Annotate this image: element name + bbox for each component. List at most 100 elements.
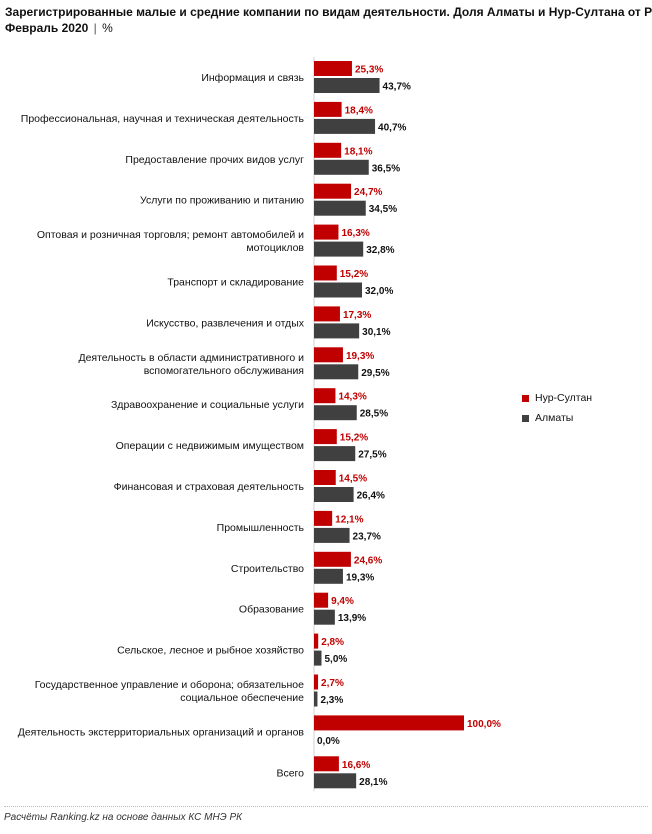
category-label: Здравоохранение и социальные услуги bbox=[111, 399, 304, 411]
data-label-almaty: 28,5% bbox=[360, 409, 388, 420]
bar-nur-sultan bbox=[314, 265, 337, 281]
bar-almaty bbox=[314, 159, 369, 175]
bar-almaty bbox=[314, 527, 350, 543]
data-label-almaty: 0,0% bbox=[317, 736, 340, 747]
bar-almaty bbox=[314, 282, 362, 298]
data-label-nur-sultan: 17,3% bbox=[343, 310, 371, 321]
category-label: Государственное управление и оборона; об… bbox=[35, 679, 304, 691]
bar-almaty bbox=[314, 609, 335, 625]
category-label: Искусство, развлечения и отдых bbox=[146, 317, 305, 329]
data-label-almaty: 19,3% bbox=[346, 572, 374, 583]
data-label-nur-sultan: 2,8% bbox=[321, 637, 344, 648]
data-label-nur-sultan: 16,3% bbox=[341, 228, 369, 239]
category-label: мотоциклов bbox=[246, 242, 304, 254]
category-label: Строительство bbox=[231, 563, 304, 575]
bar-almaty bbox=[314, 691, 318, 707]
bar-almaty bbox=[314, 487, 354, 502]
data-label-nur-sultan: 18,4% bbox=[345, 105, 373, 116]
data-label-almaty: 29,5% bbox=[361, 368, 389, 379]
category-label: Образование bbox=[239, 604, 304, 616]
chart-title-unit: % bbox=[102, 21, 113, 35]
bar-almaty bbox=[314, 78, 380, 93]
category-label: Профессиональная, научная и техническая … bbox=[21, 113, 305, 125]
legend-label-nur-sultan: Нур-Султан bbox=[535, 392, 593, 404]
bar-nur-sultan bbox=[314, 142, 342, 158]
category-label: Информация и связь bbox=[201, 72, 304, 84]
bar-almaty bbox=[314, 568, 343, 584]
bar-almaty bbox=[314, 118, 376, 134]
data-label-almaty: 28,1% bbox=[359, 777, 387, 788]
category-label: Деятельность экстерриториальных организа… bbox=[18, 726, 305, 738]
data-label-nur-sultan: 18,1% bbox=[344, 146, 372, 157]
bar-nur-sultan bbox=[314, 224, 339, 240]
data-label-nur-sultan: 15,2% bbox=[340, 433, 368, 444]
bar-nur-sultan bbox=[314, 388, 336, 404]
bar-almaty bbox=[314, 200, 366, 216]
bar-nur-sultan bbox=[314, 61, 352, 76]
data-label-almaty: 13,9% bbox=[338, 613, 366, 624]
bar-nur-sultan bbox=[314, 715, 464, 731]
category-label: Финансовая и страховая деятельность bbox=[114, 481, 305, 493]
data-label-almaty: 2,3% bbox=[320, 695, 343, 706]
bar-almaty bbox=[314, 241, 364, 257]
data-label-nur-sultan: 25,3% bbox=[355, 65, 383, 76]
data-label-almaty: 23,7% bbox=[353, 531, 381, 542]
bar-nur-sultan bbox=[314, 429, 337, 445]
data-label-almaty: 5,0% bbox=[325, 654, 348, 665]
data-label-almaty: 32,8% bbox=[366, 245, 394, 256]
category-label: социальное обеспечение bbox=[180, 692, 304, 704]
bar-nur-sultan bbox=[314, 674, 319, 690]
bar-almaty bbox=[314, 650, 322, 666]
bar-nur-sultan bbox=[314, 510, 333, 526]
data-label-nur-sultan: 100,0% bbox=[467, 719, 501, 730]
bar-almaty bbox=[314, 405, 357, 421]
category-label: Деятельность в области административного… bbox=[78, 352, 304, 364]
data-label-almaty: 26,4% bbox=[357, 491, 385, 502]
category-label: Оптовая и розничная торговля; ремонт авт… bbox=[37, 229, 304, 241]
bar-almaty bbox=[314, 323, 360, 339]
chart-legend: Нур-Султан Алматы bbox=[522, 388, 592, 428]
chart-title: Зарегистрированные малые и средние компа… bbox=[5, 4, 652, 36]
data-label-almaty: 36,5% bbox=[372, 163, 400, 174]
category-label: Сельское, лесное и рыбное хозяйство bbox=[117, 645, 304, 657]
chart-title-line1: Зарегистрированные малые и средние компа… bbox=[5, 5, 652, 19]
category-label: Всего bbox=[276, 767, 304, 779]
data-label-almaty: 30,1% bbox=[362, 327, 390, 338]
bar-nur-sultan bbox=[314, 633, 319, 649]
data-label-almaty: 43,7% bbox=[383, 82, 411, 93]
title-separator: | bbox=[93, 21, 97, 35]
category-label: Операции с недвижимым имуществом bbox=[116, 440, 304, 452]
bar-nur-sultan bbox=[314, 551, 351, 567]
legend-swatch-nur-sultan bbox=[522, 394, 529, 402]
chart-title-period: Февраль 2020 bbox=[5, 21, 89, 35]
data-label-nur-sultan: 9,4% bbox=[331, 596, 354, 607]
data-label-almaty: 40,7% bbox=[378, 122, 406, 133]
data-label-almaty: 32,0% bbox=[365, 286, 393, 297]
bar-nur-sultan bbox=[314, 756, 339, 772]
category-label: Транспорт и складирование bbox=[167, 277, 304, 289]
data-label-almaty: 27,5% bbox=[358, 450, 386, 461]
data-label-nur-sultan: 24,7% bbox=[354, 187, 382, 198]
category-label: Услуги по проживанию и питанию bbox=[140, 195, 304, 207]
source-note: Расчёты Ranking.kz на основе данных КС М… bbox=[4, 812, 243, 823]
bar-almaty bbox=[314, 446, 356, 462]
data-label-almaty: 34,5% bbox=[369, 204, 397, 215]
data-label-nur-sultan: 19,3% bbox=[346, 351, 374, 362]
legend-item-almaty: Алматы bbox=[522, 408, 592, 428]
bar-nur-sultan bbox=[314, 592, 329, 608]
bar-almaty bbox=[314, 773, 357, 789]
category-label: Предоставление прочих видов услуг bbox=[125, 154, 304, 166]
data-label-nur-sultan: 24,6% bbox=[354, 555, 382, 566]
bar-nur-sultan bbox=[314, 101, 342, 117]
data-label-nur-sultan: 12,1% bbox=[335, 514, 363, 525]
data-label-nur-sultan: 14,3% bbox=[338, 392, 366, 403]
legend-item-nur-sultan: Нур-Султан bbox=[522, 388, 592, 408]
bar-nur-sultan bbox=[314, 470, 336, 485]
data-label-nur-sultan: 14,5% bbox=[339, 474, 367, 485]
data-label-nur-sultan: 15,2% bbox=[340, 269, 368, 280]
category-label: Промышленность bbox=[217, 522, 305, 534]
legend-label-almaty: Алматы bbox=[535, 412, 574, 424]
legend-swatch-almaty bbox=[522, 414, 529, 422]
data-label-nur-sultan: 16,6% bbox=[342, 760, 370, 771]
